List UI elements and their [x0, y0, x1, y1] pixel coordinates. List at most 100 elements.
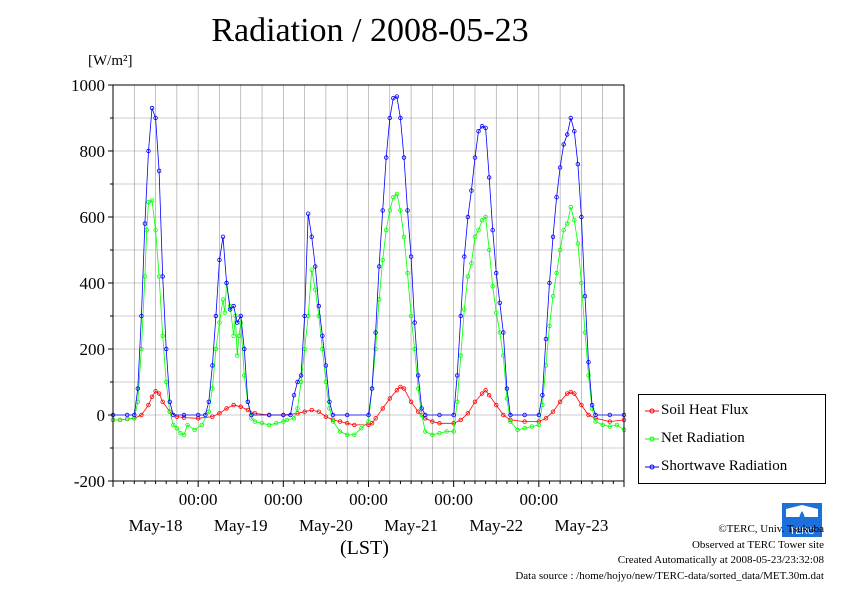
data-point-net-radiation [455, 399, 460, 404]
data-point-net-radiation [536, 422, 542, 428]
data-point-shortwave-radiation [465, 214, 471, 220]
data-point-net-radiation [476, 227, 481, 233]
data-point-shortwave-radiation [142, 221, 148, 226]
data-point-soil-heat-flux [337, 419, 343, 424]
data-point-net-radiation [185, 422, 190, 428]
data-point-soil-heat-flux [224, 406, 229, 411]
data-point-net-radiation [259, 421, 265, 426]
data-point-net-radiation [554, 270, 559, 276]
shortwave-marker-icon [645, 464, 659, 470]
data-point-soil-heat-flux [373, 416, 378, 421]
data-point-shortwave-radiation [522, 412, 527, 418]
data-point-shortwave-radiation [227, 307, 233, 312]
data-point-shortwave-radiation [217, 257, 222, 263]
data-point-net-radiation [529, 424, 534, 429]
data-point-soil-heat-flux [568, 389, 573, 395]
data-point-shortwave-radiation [561, 142, 566, 147]
data-point-net-radiation [508, 419, 513, 424]
data-point-shortwave-radiation [387, 115, 392, 121]
data-point-net-radiation [222, 310, 227, 315]
series-net-radiation [110, 191, 627, 437]
data-point-net-radiation [178, 430, 183, 436]
data-point-net-radiation [274, 421, 279, 426]
data-point-shortwave-radiation [586, 360, 591, 365]
data-point-soil-heat-flux [486, 393, 492, 398]
data-point-net-radiation [352, 432, 357, 437]
soil-marker-icon [645, 408, 659, 414]
data-point-shortwave-radiation [490, 227, 495, 233]
data-point-shortwave-radiation [486, 175, 492, 180]
data-point-shortwave-radiation [135, 386, 141, 391]
y-axis: -200 0 200 400 600 800 1000 [71, 76, 113, 491]
data-point-net-radiation [316, 313, 322, 319]
data-point-soil-heat-flux [156, 391, 162, 396]
data-point-soil-heat-flux [451, 421, 456, 426]
data-point-net-radiation [295, 406, 300, 411]
data-point-net-radiation [557, 247, 563, 253]
data-point-shortwave-radiation [540, 393, 545, 398]
data-point-shortwave-radiation [195, 412, 201, 418]
data-point-shortwave-radiation [408, 254, 414, 259]
x-time-label: 00:00 [179, 490, 218, 509]
data-point-shortwave-radiation [437, 412, 442, 418]
legend-label-net: Net Radiation [661, 430, 745, 446]
data-point-shortwave-radiation [469, 188, 474, 193]
data-point-shortwave-radiation [593, 412, 598, 418]
x-day-label: May-22 [469, 516, 523, 535]
data-point-soil-heat-flux [238, 404, 243, 409]
data-point-shortwave-radiation [483, 125, 488, 131]
data-point-soil-heat-flux [181, 415, 187, 420]
data-point-shortwave-radiation [458, 313, 463, 319]
data-point-shortwave-radiation [231, 303, 236, 309]
data-point-soil-heat-flux [557, 399, 563, 404]
data-point-shortwave-radiation [582, 294, 588, 299]
data-point-net-radiation [266, 422, 272, 428]
credit-observed: Observed at TERC Tower site [691, 538, 824, 551]
data-point-shortwave-radiation [575, 161, 581, 167]
data-point-shortwave-radiation [405, 208, 410, 213]
data-point-shortwave-radiation [249, 412, 254, 418]
data-point-net-radiation [607, 424, 613, 429]
data-point-soil-heat-flux [543, 416, 549, 421]
data-point-soil-heat-flux [479, 391, 485, 396]
data-point-soil-heat-flux [579, 402, 584, 408]
data-point-net-radiation [117, 417, 123, 423]
data-point-soil-heat-flux [483, 388, 488, 393]
data-point-shortwave-radiation [153, 115, 158, 121]
data-point-net-radiation [451, 429, 456, 434]
data-point-shortwave-radiation [508, 412, 513, 418]
data-point-soil-heat-flux [437, 421, 442, 426]
credit-source: Data source : /home/hojyo/new/TERC-data/… [515, 569, 824, 582]
data-point-shortwave-radiation [589, 402, 595, 408]
data-point-net-radiation [330, 419, 336, 424]
legend-item-net: Net Radiation [639, 425, 825, 453]
data-point-net-radiation [568, 204, 573, 210]
data-point-net-radiation [547, 323, 552, 329]
x-axis-timezone-label: (LST) [340, 537, 389, 559]
data-point-shortwave-radiation [412, 320, 417, 325]
data-point-soil-heat-flux [430, 419, 435, 424]
x-day-label: May-19 [214, 516, 268, 535]
data-point-shortwave-radiation [313, 264, 318, 269]
legend-label-soil: Soil Heat Flux [661, 402, 749, 418]
data-point-shortwave-radiation [423, 412, 428, 418]
series-shortwave-radiation [110, 94, 627, 418]
data-point-net-radiation [284, 417, 290, 423]
data-point-shortwave-radiation [309, 234, 314, 239]
data-point-net-radiation [469, 261, 474, 266]
data-point-soil-heat-flux [323, 414, 329, 419]
data-point-shortwave-radiation [401, 155, 407, 160]
data-point-net-radiation [462, 307, 467, 312]
data-point-soil-heat-flux [586, 412, 591, 418]
data-point-net-radiation [572, 218, 577, 223]
data-point-shortwave-radiation [472, 155, 478, 160]
data-point-shortwave-radiation [156, 168, 162, 173]
data-point-shortwave-radiation [579, 214, 584, 220]
data-point-net-radiation [366, 419, 371, 424]
data-point-net-radiation [171, 422, 176, 428]
data-point-soil-heat-flux [401, 386, 407, 391]
data-point-net-radiation [252, 419, 258, 424]
data-point-net-radiation [600, 422, 605, 428]
data-point-net-radiation [394, 191, 400, 197]
data-point-shortwave-radiation [149, 105, 155, 111]
